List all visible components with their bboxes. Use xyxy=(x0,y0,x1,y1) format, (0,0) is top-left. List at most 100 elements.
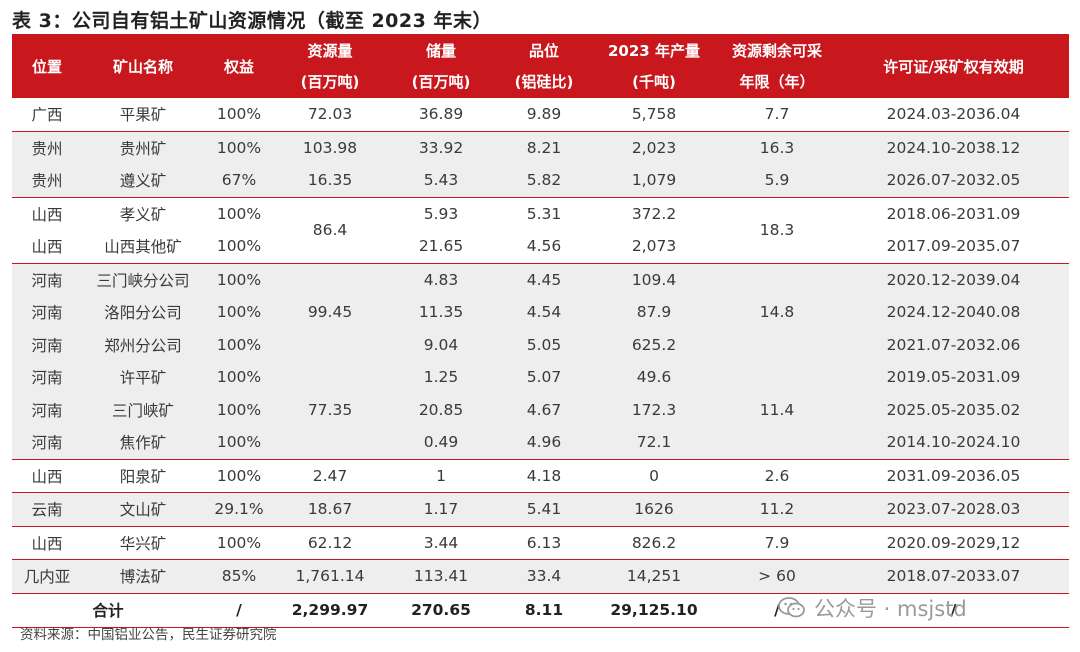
cell-location: 河南 xyxy=(12,393,82,426)
cell-remaining-years: 11.4 xyxy=(716,361,838,459)
cell-reserves: 20.85 xyxy=(386,393,496,426)
table-row: 云南 文山矿 29.1% 18.67 1.17 5.41 1626 11.2 2… xyxy=(12,492,1069,526)
cell-reserves: 1.17 xyxy=(386,492,496,526)
cell-location: 河南 xyxy=(12,426,82,459)
cell-mine-name: 洛阳分公司 xyxy=(82,296,204,329)
header-mine-name: 矿山名称 xyxy=(82,34,204,98)
total-resources: 2,299.97 xyxy=(274,592,386,628)
header-output: 2023 年产量 xyxy=(592,34,716,67)
table-row: 河南 三门峡分公司 100% 99.45 4.83 4.45 109.4 14.… xyxy=(12,262,1069,361)
cell-resources: 77.35 xyxy=(274,361,386,459)
cell-output: 0 xyxy=(592,458,716,493)
source-note: 资料来源：中国铝业公告，民生证券研究院 xyxy=(20,627,277,643)
cell-output: 2,073 xyxy=(631,237,677,256)
total-label: 合计 xyxy=(12,592,204,628)
table-row: 贵州 贵州矿 100% 103.98 33.92 8.21 2,023 16.3… xyxy=(12,130,1069,164)
header-remaining-years: 资源剩余可采 xyxy=(716,34,838,67)
cell-output: 5,758 xyxy=(631,105,677,124)
cell-grade: 5.07 xyxy=(496,361,592,394)
cell-grade: 33.4 xyxy=(496,559,592,593)
cell-location: 河南 xyxy=(12,296,82,329)
cell-reserves: 21.65 xyxy=(418,237,464,256)
cell-resources: 72.03 xyxy=(307,105,353,124)
cell-resources: 1,761.14 xyxy=(274,559,386,593)
cell-location: 贵州 xyxy=(12,130,82,164)
cell-license: 2014.10-2024.10 xyxy=(838,426,1069,459)
cell-license: 2031.09-2036.05 xyxy=(838,458,1069,493)
cell-grade: 5.82 xyxy=(496,164,592,197)
cell-license: 2025.05-2035.02 xyxy=(838,393,1069,426)
cell-equity: 100% xyxy=(216,105,262,124)
header-output-unit: (千吨) xyxy=(592,67,716,98)
cell-location: 山西 xyxy=(12,525,82,560)
cell-equity: 100% xyxy=(204,196,274,230)
cell-grade: 6.13 xyxy=(496,525,592,560)
cell-remaining-years: 11.2 xyxy=(716,492,838,526)
total-remaining-years: / xyxy=(716,592,838,628)
cell-reserves: 36.89 xyxy=(418,105,464,124)
cell-grade: 5.41 xyxy=(496,492,592,526)
bauxite-resources-table: 位置 矿山名称 权益 资源量 储量 品位 2023 年产量 资源剩余可采 许可证… xyxy=(12,34,1069,628)
cell-output: 14,251 xyxy=(592,559,716,593)
total-grade: 8.11 xyxy=(496,592,592,628)
table-row: 山西 孝义矿 100% 86.4 5.93 5.31 372.2 18.3 20… xyxy=(12,196,1069,263)
cell-equity: 100% xyxy=(204,296,274,329)
cell-mine-name: 三门峡分公司 xyxy=(82,262,204,296)
table-row: 山西 山西其他矿 100% 21.65 4.56 2,073 2017.09-2… xyxy=(12,230,1069,263)
total-reserves: 270.65 xyxy=(386,592,496,628)
cell-equity: 29.1% xyxy=(204,492,274,526)
cell-reserves: 0.49 xyxy=(386,426,496,459)
cell-grade: 4.96 xyxy=(496,426,592,459)
cell-resources: 2.47 xyxy=(274,458,386,493)
cell-equity: 100% xyxy=(204,328,274,361)
cell-output: 172.3 xyxy=(592,393,716,426)
cell-resources: 103.98 xyxy=(274,130,386,164)
cell-location: 河南 xyxy=(12,361,82,394)
cell-license: 2024.12-2040.08 xyxy=(838,296,1069,329)
cell-grade: 8.21 xyxy=(496,130,592,164)
cell-license: 2020.09-2029,12 xyxy=(838,525,1069,560)
cell-mine-name: 三门峡矿 xyxy=(82,393,204,426)
header-grade: 品位 xyxy=(496,34,592,67)
cell-license: 2017.09-2035.07 xyxy=(886,237,1021,256)
header-reserves-unit: (百万吨) xyxy=(386,67,496,98)
cell-remaining-years: 7.7 xyxy=(764,105,790,124)
cell-output: 49.6 xyxy=(592,361,716,394)
cell-location: 河南 xyxy=(12,262,82,296)
cell-reserves: 9.04 xyxy=(386,328,496,361)
cell-license: 2020.12-2039.04 xyxy=(838,262,1069,296)
total-equity: / xyxy=(204,592,274,628)
cell-remaining-years: > 60 xyxy=(716,559,838,593)
table-row: 山西 阳泉矿 100% 2.47 1 4.18 0 2.6 2031.09-20… xyxy=(12,458,1069,493)
cell-reserves: 113.41 xyxy=(386,559,496,593)
header-license: 许可证/采矿权有效期 xyxy=(838,34,1069,98)
cell-mine-name: 孝义矿 xyxy=(82,196,204,230)
cell-grade: 4.67 xyxy=(496,393,592,426)
cell-output: 109.4 xyxy=(592,262,716,296)
cell-license: 2024.03-2036.04 xyxy=(886,105,1021,124)
cell-equity: 100% xyxy=(204,361,274,394)
cell-grade: 5.05 xyxy=(496,328,592,361)
cell-mine-name: 平果矿 xyxy=(119,106,167,125)
table-row: 河南 三门峡矿 100% 20.85 4.67 172.3 2025.05-20… xyxy=(12,393,1069,426)
cell-grade: 5.31 xyxy=(496,196,592,230)
header-resources-unit: (百万吨) xyxy=(274,67,386,98)
cell-location: 山西 xyxy=(12,196,82,230)
cell-location: 河南 xyxy=(12,328,82,361)
cell-location: 贵州 xyxy=(12,164,82,197)
cell-resources: 62.12 xyxy=(274,525,386,560)
cell-reserves: 5.43 xyxy=(386,164,496,197)
total-output: 29,125.10 xyxy=(592,592,716,628)
cell-reserves: 3.44 xyxy=(386,525,496,560)
cell-reserves: 1 xyxy=(386,458,496,493)
cell-reserves: 11.35 xyxy=(386,296,496,329)
cell-license: 2021.07-2032.06 xyxy=(838,328,1069,361)
cell-remaining-years: 7.9 xyxy=(716,525,838,560)
cell-remaining-years: 14.8 xyxy=(716,262,838,361)
cell-license: 2018.06-2031.09 xyxy=(838,196,1069,230)
cell-grade: 4.18 xyxy=(496,458,592,493)
cell-remaining-years: 18.3 xyxy=(716,196,838,263)
cell-mine-name: 郑州分公司 xyxy=(82,328,204,361)
cell-grade: 9.89 xyxy=(526,105,562,124)
cell-mine-name: 贵州矿 xyxy=(82,130,204,164)
